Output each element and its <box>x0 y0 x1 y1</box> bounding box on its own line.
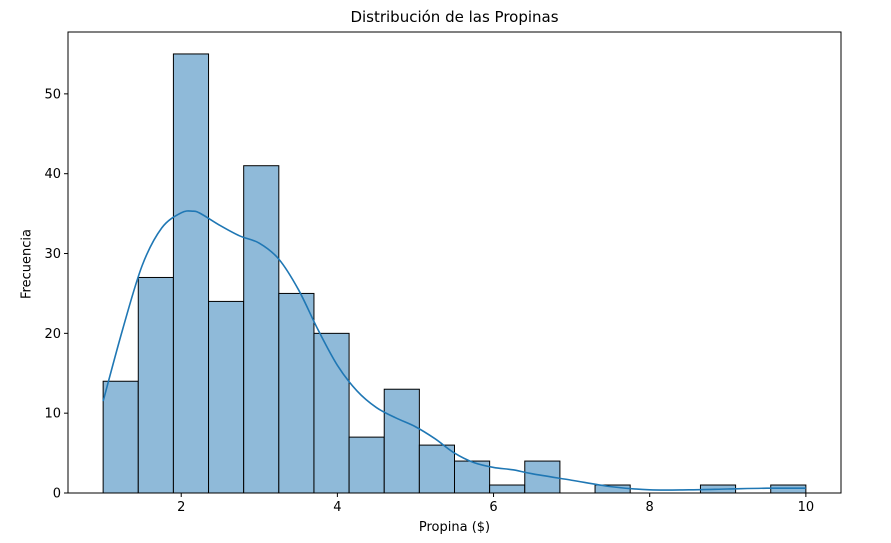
histogram-bar-2 <box>137 276 174 494</box>
histogram-bar-5 <box>243 165 280 494</box>
x-tick-label: 10 <box>798 500 815 515</box>
histogram-bar-6 <box>278 292 315 494</box>
histogram-bar-9 <box>383 388 420 494</box>
x-tick-label: 8 <box>646 500 654 515</box>
histogram-bar-12 <box>489 484 526 494</box>
histogram-bar-3 <box>172 53 210 494</box>
chart-title: Distribución de las Propinas <box>350 8 559 26</box>
y-tick-label: 30 <box>44 247 61 262</box>
y-tick-label: 20 <box>44 327 61 342</box>
y-tick-label: 50 <box>44 87 61 102</box>
x-tick-label: 4 <box>333 500 341 515</box>
y-tick-label: 40 <box>44 167 61 182</box>
y-axis-label: Frecuencia <box>19 229 35 299</box>
x-tick-label: 2 <box>177 500 185 515</box>
x-tick-label: 6 <box>489 500 497 515</box>
x-axis-label: Propina ($) <box>418 520 491 535</box>
histogram-bar-4 <box>208 300 245 494</box>
y-tick-label: 0 <box>53 487 61 502</box>
histogram-bar-1 <box>102 380 139 494</box>
histogram-bar-20 <box>770 484 807 494</box>
histogram-bar-8 <box>348 436 385 494</box>
histogram-bar-10 <box>418 444 456 494</box>
histogram-bar-7 <box>313 332 350 494</box>
y-tick-label: 10 <box>44 407 61 422</box>
plot-frame <box>67 31 842 494</box>
kde-curve <box>102 210 806 491</box>
